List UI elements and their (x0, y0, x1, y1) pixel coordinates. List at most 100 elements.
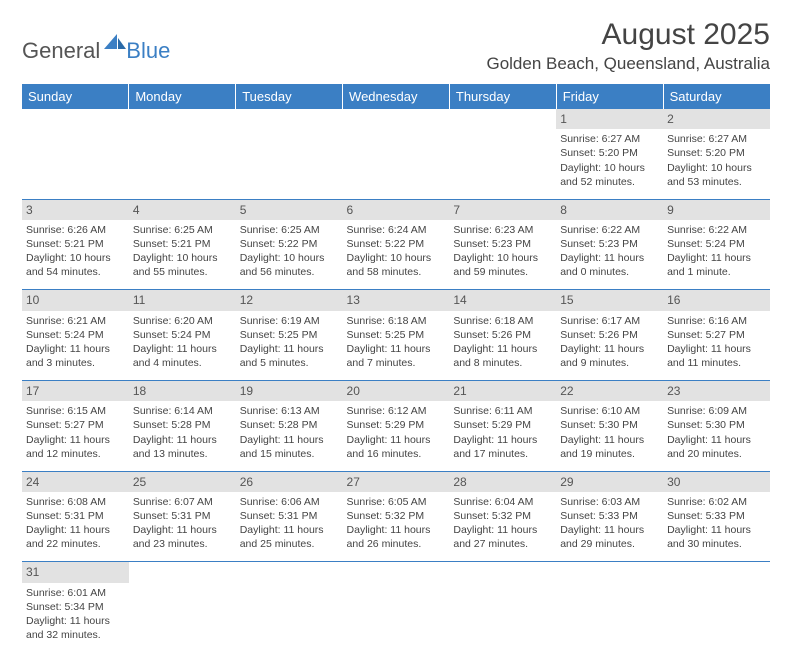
logo-sail-icon (104, 32, 126, 58)
day-detail-line: Sunrise: 6:12 AM (347, 404, 446, 418)
day-number-row: 10111213141516 (22, 290, 770, 311)
day-detail-line: Daylight: 11 hours (347, 433, 446, 447)
day-detail-line: Daylight: 11 hours (26, 342, 125, 356)
weekday-header: Wednesday (343, 84, 450, 109)
day-detail-line: Daylight: 11 hours (560, 251, 659, 265)
day-number: 24 (22, 471, 129, 492)
day-cell: Sunrise: 6:04 AMSunset: 5:32 PMDaylight:… (449, 492, 556, 562)
day-detail-line: Daylight: 10 hours (667, 161, 766, 175)
day-number: 8 (556, 199, 663, 220)
empty-cell (449, 129, 556, 199)
day-detail-line: Sunset: 5:30 PM (667, 418, 766, 432)
day-cell: Sunrise: 6:09 AMSunset: 5:30 PMDaylight:… (663, 401, 770, 471)
day-cell: Sunrise: 6:11 AMSunset: 5:29 PMDaylight:… (449, 401, 556, 471)
day-detail-line: and 13 minutes. (133, 447, 232, 461)
empty-cell (236, 129, 343, 199)
day-detail-line: Sunrise: 6:04 AM (453, 495, 552, 509)
day-detail-line: Daylight: 11 hours (560, 433, 659, 447)
day-number-row: 24252627282930 (22, 471, 770, 492)
day-detail-line: Daylight: 11 hours (560, 523, 659, 537)
day-detail-line: and 22 minutes. (26, 537, 125, 551)
day-detail-line: Daylight: 11 hours (133, 342, 232, 356)
day-detail-line: Sunrise: 6:21 AM (26, 314, 125, 328)
day-detail-line: Daylight: 10 hours (560, 161, 659, 175)
day-detail-line: Sunset: 5:33 PM (667, 509, 766, 523)
day-detail-line: and 54 minutes. (26, 265, 125, 279)
empty-daynum (236, 109, 343, 129)
day-detail-line: and 11 minutes. (667, 356, 766, 370)
day-detail-line: and 25 minutes. (240, 537, 339, 551)
weekday-header: Monday (129, 84, 236, 109)
day-detail-line: and 27 minutes. (453, 537, 552, 551)
empty-daynum (449, 109, 556, 129)
empty-cell (343, 583, 450, 653)
day-detail-line: and 52 minutes. (560, 175, 659, 189)
day-number: 1 (556, 109, 663, 129)
empty-daynum (663, 562, 770, 583)
day-detail-line: Sunset: 5:20 PM (560, 146, 659, 160)
day-detail-line: Sunset: 5:24 PM (667, 237, 766, 251)
day-detail-line: Sunrise: 6:02 AM (667, 495, 766, 509)
week-row: Sunrise: 6:26 AMSunset: 5:21 PMDaylight:… (22, 220, 770, 290)
day-detail-line: Sunrise: 6:03 AM (560, 495, 659, 509)
day-number: 18 (129, 381, 236, 402)
empty-cell (663, 583, 770, 653)
day-cell: Sunrise: 6:22 AMSunset: 5:23 PMDaylight:… (556, 220, 663, 290)
day-detail-line: and 30 minutes. (667, 537, 766, 551)
day-cell: Sunrise: 6:26 AMSunset: 5:21 PMDaylight:… (22, 220, 129, 290)
logo-text-general: General (22, 38, 100, 64)
day-detail-line: and 19 minutes. (560, 447, 659, 461)
day-cell: Sunrise: 6:22 AMSunset: 5:24 PMDaylight:… (663, 220, 770, 290)
calendar-table: SundayMondayTuesdayWednesdayThursdayFrid… (22, 84, 770, 653)
day-detail-line: Sunset: 5:32 PM (347, 509, 446, 523)
day-detail-line: Daylight: 10 hours (133, 251, 232, 265)
day-number: 30 (663, 471, 770, 492)
day-cell: Sunrise: 6:23 AMSunset: 5:23 PMDaylight:… (449, 220, 556, 290)
day-detail-line: Sunset: 5:28 PM (133, 418, 232, 432)
day-detail-line: Sunset: 5:25 PM (240, 328, 339, 342)
day-detail-line: Sunrise: 6:27 AM (667, 132, 766, 146)
day-detail-line: and 5 minutes. (240, 356, 339, 370)
day-cell: Sunrise: 6:18 AMSunset: 5:26 PMDaylight:… (449, 311, 556, 381)
weekday-header: Sunday (22, 84, 129, 109)
day-number: 4 (129, 199, 236, 220)
day-detail-line: Sunset: 5:22 PM (240, 237, 339, 251)
day-number: 12 (236, 290, 343, 311)
day-detail-line: Daylight: 10 hours (26, 251, 125, 265)
day-detail-line: Daylight: 11 hours (133, 433, 232, 447)
day-detail-line: Sunset: 5:26 PM (453, 328, 552, 342)
empty-cell (236, 583, 343, 653)
day-detail-line: Daylight: 11 hours (667, 342, 766, 356)
day-detail-line: Sunset: 5:23 PM (453, 237, 552, 251)
day-detail-line: and 12 minutes. (26, 447, 125, 461)
day-number: 28 (449, 471, 556, 492)
day-detail-line: Sunrise: 6:18 AM (453, 314, 552, 328)
day-detail-line: Sunset: 5:26 PM (560, 328, 659, 342)
day-cell: Sunrise: 6:12 AMSunset: 5:29 PMDaylight:… (343, 401, 450, 471)
day-cell: Sunrise: 6:08 AMSunset: 5:31 PMDaylight:… (22, 492, 129, 562)
day-cell: Sunrise: 6:18 AMSunset: 5:25 PMDaylight:… (343, 311, 450, 381)
day-detail-line: Sunset: 5:24 PM (133, 328, 232, 342)
day-detail-line: and 20 minutes. (667, 447, 766, 461)
day-detail-line: Sunset: 5:29 PM (347, 418, 446, 432)
day-detail-line: Daylight: 11 hours (240, 342, 339, 356)
day-detail-line: Sunset: 5:31 PM (240, 509, 339, 523)
week-row: Sunrise: 6:08 AMSunset: 5:31 PMDaylight:… (22, 492, 770, 562)
day-detail-line: Sunrise: 6:22 AM (667, 223, 766, 237)
day-cell: Sunrise: 6:24 AMSunset: 5:22 PMDaylight:… (343, 220, 450, 290)
day-detail-line: Sunrise: 6:05 AM (347, 495, 446, 509)
day-number: 10 (22, 290, 129, 311)
day-detail-line: and 0 minutes. (560, 265, 659, 279)
day-detail-line: Daylight: 10 hours (347, 251, 446, 265)
day-detail-line: Sunrise: 6:18 AM (347, 314, 446, 328)
day-detail-line: Sunrise: 6:13 AM (240, 404, 339, 418)
day-detail-line: Sunset: 5:22 PM (347, 237, 446, 251)
day-number: 25 (129, 471, 236, 492)
day-detail-line: Sunrise: 6:27 AM (560, 132, 659, 146)
day-detail-line: and 26 minutes. (347, 537, 446, 551)
day-number: 31 (22, 562, 129, 583)
day-detail-line: Sunrise: 6:20 AM (133, 314, 232, 328)
day-detail-line: Sunset: 5:28 PM (240, 418, 339, 432)
day-detail-line: and 15 minutes. (240, 447, 339, 461)
day-detail-line: Sunset: 5:25 PM (347, 328, 446, 342)
